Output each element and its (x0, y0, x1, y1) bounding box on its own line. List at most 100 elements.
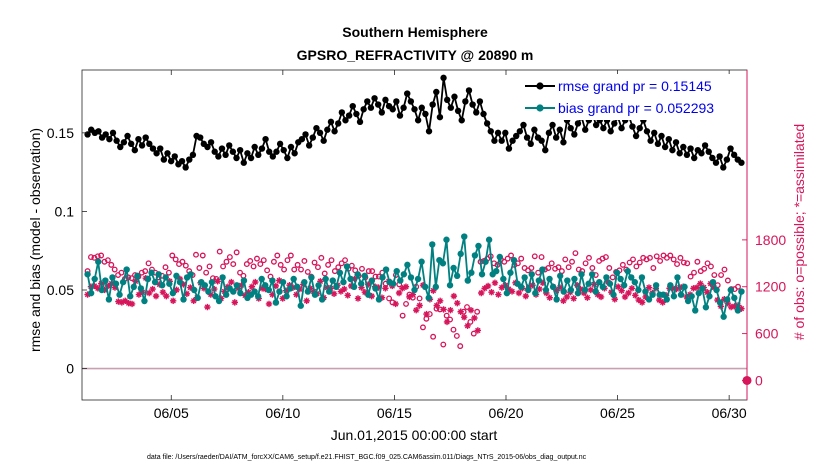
bias-point (457, 250, 464, 258)
rmse-point (371, 95, 378, 102)
rmse-point (396, 112, 404, 119)
assimilated-point (628, 285, 636, 292)
assimilated-point (125, 299, 132, 307)
assimilated-point (122, 297, 129, 305)
assimilated-point (358, 284, 365, 291)
possible-point (196, 265, 203, 271)
possible-point (304, 268, 311, 275)
y-axis-right: 0 600 1200 1800 (742, 70, 786, 400)
assimilated-point (587, 286, 594, 294)
assimilated-point (597, 293, 605, 301)
assimilated-point (632, 292, 639, 299)
rmse-point (316, 129, 324, 137)
rmse-point (258, 145, 266, 152)
assimilated-point (584, 294, 591, 301)
assimilated-point (436, 297, 444, 305)
rmse-point (516, 128, 524, 135)
bias-point (222, 291, 230, 298)
rmse-point (266, 148, 273, 155)
assimilated-point (443, 318, 451, 326)
rmse-point (113, 137, 120, 144)
rmse-point (651, 129, 658, 137)
x-tick-label: 06/30 (712, 405, 747, 421)
bias-point (706, 293, 713, 300)
rmse-point (690, 154, 698, 162)
bias-point (560, 288, 567, 295)
bias-point (400, 271, 408, 278)
rmse-point (487, 128, 494, 135)
assimilated-point (508, 288, 516, 295)
assimilated-point (94, 285, 102, 292)
bias-point (212, 293, 219, 300)
bias-point (382, 266, 390, 273)
bias-point (421, 283, 429, 291)
bias-point (265, 286, 273, 294)
rmse-point (356, 118, 364, 126)
assimilated-point (460, 314, 468, 321)
bias-point (208, 278, 216, 286)
possible-point (677, 254, 684, 261)
assimilated-point (145, 289, 153, 297)
rmse-point (549, 121, 556, 129)
assimilated-point (176, 275, 184, 283)
assimilated-point (608, 289, 615, 296)
assimilated-point (128, 300, 136, 308)
possible-point (220, 263, 227, 270)
bias-point (535, 277, 543, 284)
bias-point (169, 289, 177, 297)
bias-point (517, 283, 525, 291)
possible-point (653, 253, 660, 260)
possible-point (274, 252, 281, 259)
possible-point (508, 252, 515, 259)
legend-bias-marker (536, 104, 544, 112)
assimilated-point (354, 295, 362, 302)
bias-point (592, 288, 599, 295)
assimilated-point (656, 296, 663, 304)
assimilated-point (368, 292, 375, 300)
rmse-point (240, 159, 247, 166)
assimilated-point (659, 299, 666, 306)
assimilated-point (392, 300, 399, 308)
rmse-point (738, 159, 745, 166)
bias-point (667, 282, 674, 289)
assimilated-point (423, 310, 430, 318)
possible-point (548, 260, 555, 267)
y-tick-label-right: 1800 (755, 232, 786, 248)
bias-point (91, 275, 98, 283)
rmse-point (454, 107, 462, 115)
assimilated-point (484, 282, 492, 290)
rmse-point (440, 74, 447, 82)
rmse-point (451, 93, 458, 100)
rmse-point (683, 151, 691, 159)
assimilated-point (296, 285, 304, 293)
rmse-point (560, 139, 567, 146)
possible-point (535, 269, 542, 276)
rmse-point (669, 146, 676, 154)
x-tick-label: 06/25 (600, 405, 635, 421)
bias-point (393, 267, 400, 275)
possible-point (359, 265, 365, 272)
rmse-point (483, 120, 491, 127)
rmse-point (331, 128, 338, 135)
bias-point (585, 280, 592, 287)
possible-point (647, 254, 653, 261)
bias-point (443, 236, 450, 243)
bias-point (411, 286, 418, 294)
possible-point (680, 259, 687, 266)
assimilated-point (522, 292, 529, 300)
rmse-point (189, 151, 197, 159)
possible-point (514, 260, 521, 267)
bias-point (720, 313, 727, 320)
assimilated-point (727, 303, 735, 311)
rmse-point (611, 120, 618, 127)
bias-point (567, 286, 575, 294)
possible-point (321, 270, 328, 277)
bias-point (329, 277, 336, 284)
possible-point (630, 256, 636, 263)
possible-point (365, 268, 372, 275)
assimilated-point (467, 306, 475, 314)
rmse-point (571, 131, 578, 138)
rmse-point (95, 128, 102, 135)
bias-point (688, 293, 695, 300)
